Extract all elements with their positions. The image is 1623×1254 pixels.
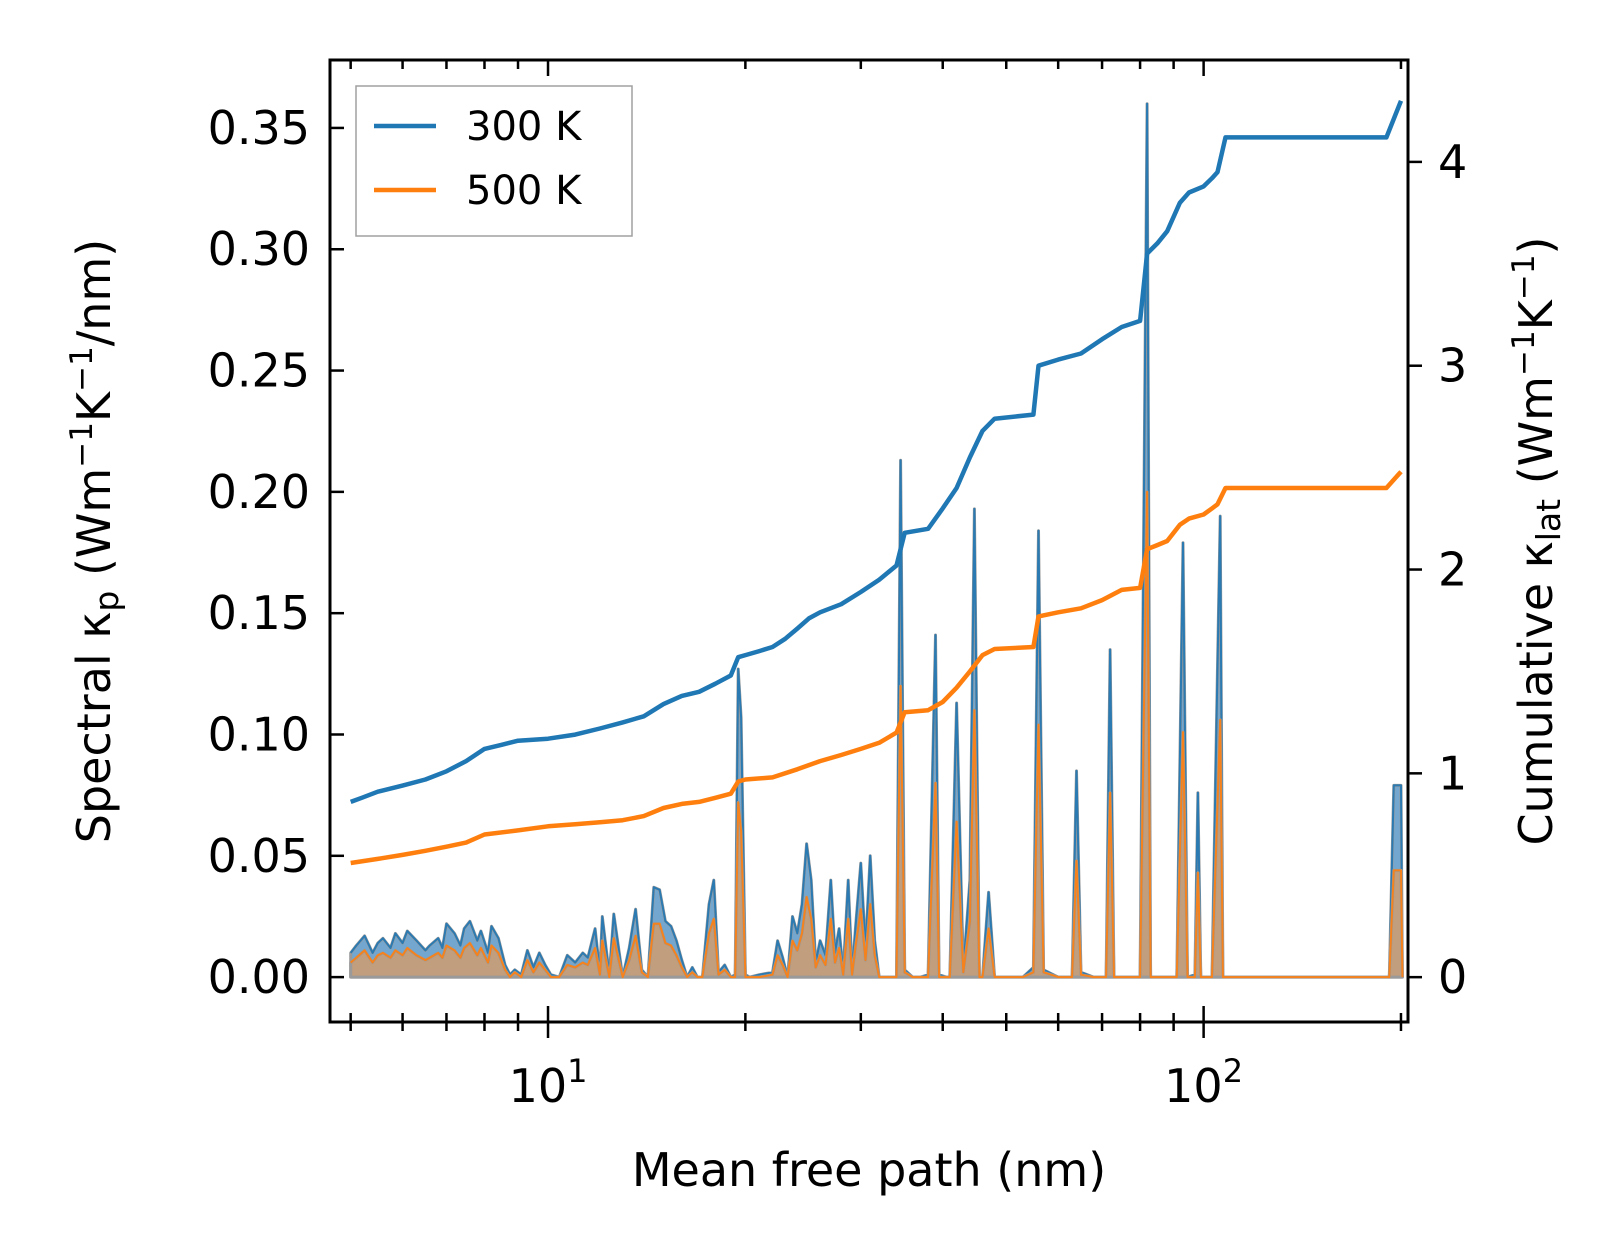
x-axis-label: Mean free path (nm): [632, 1143, 1106, 1197]
spectral-line-500k: [350, 490, 1404, 979]
legend-label-500k: 500 K: [466, 168, 583, 214]
y-right-tick-label: 3: [1438, 339, 1467, 393]
y-right-tick-label: 4: [1438, 135, 1467, 189]
y-left-axis-label: Spectral κp (Wm−1K−1/nm): [64, 239, 126, 843]
y-left-tick-label: 0.20: [208, 465, 310, 519]
y-right-tick-label: 1: [1438, 746, 1467, 800]
spectral-fill-layer: [349, 102, 1404, 979]
legend: 300 K 500 K: [355, 85, 633, 237]
y-left-tick-label: 0.00: [208, 950, 310, 1004]
cumulative-line-500k: [350, 470, 1403, 866]
y-left-tick-label: 0.30: [208, 222, 310, 276]
legend-label-300k: 300 K: [466, 104, 583, 150]
x-tick-label: 101: [509, 1052, 588, 1113]
y-right-tick-label: 2: [1438, 543, 1467, 597]
spectral-line-300k: [349, 102, 1404, 979]
x-tick-label: 102: [1164, 1052, 1243, 1113]
y-right-axis-label: Cumulative κlat (Wm−1K−1): [1506, 236, 1568, 845]
tick-layer: 0.00 0.05 0.10 0.15 0.20 0.25 0.30 0.35 0 1 2 3 4 101…: [208, 60, 1467, 1113]
y-left-tick-label: 0.05: [208, 829, 310, 883]
y-left-tick-label: 0.15: [208, 586, 310, 640]
cumulative-line-300k: [349, 99, 1404, 805]
plot-frame: [328, 58, 1410, 1024]
cumulative-line-layer: [349, 99, 1404, 866]
y-left-tick-label: 0.25: [208, 344, 310, 398]
y-right-tick-label: 0: [1438, 950, 1467, 1004]
y-left-tick-label: 0.35: [208, 101, 310, 155]
legend-box: [355, 85, 633, 237]
y-left-tick-label: 0.10: [208, 707, 310, 761]
